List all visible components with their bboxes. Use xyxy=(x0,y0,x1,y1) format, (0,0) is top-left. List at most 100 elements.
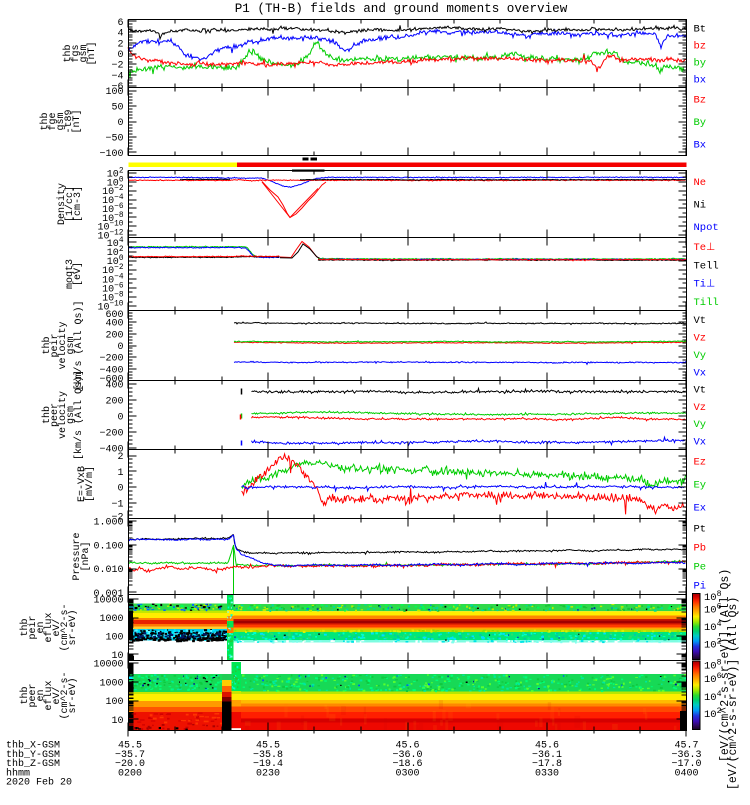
svg-text:−17.0: −17.0 xyxy=(671,759,701,770)
svg-text:peer: peer xyxy=(28,683,39,707)
svg-text:0200: 0200 xyxy=(118,768,142,779)
svg-text:eV/: eV/ xyxy=(51,686,63,704)
svg-text:0: 0 xyxy=(117,342,123,353)
svg-text:Vx: Vx xyxy=(694,436,707,448)
svg-text:200: 200 xyxy=(105,397,123,408)
svg-text:Te⊥: Te⊥ xyxy=(694,242,716,254)
svg-text:Pi: Pi xyxy=(694,581,707,593)
svg-text:[mV/m]: [mV/m] xyxy=(84,466,96,502)
svg-text:thb: thb xyxy=(19,618,31,636)
svg-text:600: 600 xyxy=(105,310,123,321)
svg-text:(cm^2-s-: (cm^2-s- xyxy=(59,671,71,719)
svg-text:bx: bx xyxy=(694,75,707,87)
svg-text:P1 (TH-B) fields and ground mo: P1 (TH-B) fields and ground moments over… xyxy=(235,2,568,16)
svg-text:−2: −2 xyxy=(111,61,123,72)
svg-text:thb_Y-GSM: thb_Y-GSM xyxy=(6,749,60,761)
svg-text:gsm: gsm xyxy=(56,112,67,130)
svg-text:moqt3: moqt3 xyxy=(65,259,76,289)
svg-text:[nT]: [nT] xyxy=(86,41,98,65)
svg-text:Ez: Ez xyxy=(694,457,707,469)
svg-text:100: 100 xyxy=(105,87,123,98)
svg-text:Bx: Bx xyxy=(694,140,707,152)
svg-text:thb: thb xyxy=(62,44,74,62)
svg-text:[km/s (All Qs)]: [km/s (All Qs)] xyxy=(73,300,85,390)
svg-text:−400: −400 xyxy=(99,444,123,455)
svg-text:10000: 10000 xyxy=(93,596,123,607)
svg-text:[eV/(cm^2-s-sr-eV)] (All Qs): [eV/(cm^2-s-sr-eV)] (All Qs) xyxy=(719,569,732,762)
svg-text:−6: −6 xyxy=(111,82,123,93)
svg-text:Bz: Bz xyxy=(694,94,707,106)
svg-text:0: 0 xyxy=(117,118,123,129)
svg-text:0330: 0330 xyxy=(535,768,559,779)
svg-text:thb: thb xyxy=(41,406,53,424)
svg-text:Density: Density xyxy=(56,183,68,225)
svg-text:0: 0 xyxy=(117,484,123,495)
svg-text:−17.8: −17.8 xyxy=(532,759,562,770)
svg-text:45.5: 45.5 xyxy=(256,741,280,752)
svg-text:−400: −400 xyxy=(99,365,123,376)
svg-text:[eV]: [eV] xyxy=(72,262,84,286)
svg-text:(cm^2-s-: (cm^2-s- xyxy=(59,603,71,651)
svg-text:−20.0: −20.0 xyxy=(115,759,145,770)
svg-text:en: en xyxy=(36,621,47,633)
svg-text:10: 10 xyxy=(111,716,123,727)
svg-text:45.6: 45.6 xyxy=(395,741,419,752)
svg-text:fge: fge xyxy=(47,112,59,130)
svg-text:−1: −1 xyxy=(111,499,123,510)
svg-text:eV/: eV/ xyxy=(51,618,63,636)
svg-text:Ey: Ey xyxy=(694,480,707,492)
svg-text:Ni: Ni xyxy=(694,200,707,212)
svg-text:6: 6 xyxy=(117,18,123,29)
svg-text:0: 0 xyxy=(117,413,123,424)
svg-text:0: 0 xyxy=(117,50,123,61)
svg-text:sr-eV): sr-eV) xyxy=(67,609,79,645)
svg-text:gsm: gsm xyxy=(66,406,77,424)
svg-text:eflux: eflux xyxy=(43,680,55,710)
svg-text:Vx: Vx xyxy=(694,367,707,379)
svg-text:0230: 0230 xyxy=(256,768,280,779)
svg-text:velocity: velocity xyxy=(57,391,69,439)
svg-text:thb: thb xyxy=(41,336,53,354)
svg-text:10000: 10000 xyxy=(93,660,123,671)
svg-text:[cm-3]: [cm-3] xyxy=(72,186,84,222)
svg-text:Ne: Ne xyxy=(694,177,707,189)
svg-text:100: 100 xyxy=(105,633,123,644)
svg-text:1000: 1000 xyxy=(99,614,123,625)
svg-text:Till: Till xyxy=(694,297,719,309)
svg-text:[nT]: [nT] xyxy=(71,109,83,133)
svg-text:Vz: Vz xyxy=(694,332,707,344)
svg-text:-t89: -t89 xyxy=(64,109,75,133)
svg-text:−4: −4 xyxy=(111,71,123,82)
svg-text:−36.0: −36.0 xyxy=(392,750,422,761)
svg-text:Vy: Vy xyxy=(694,419,707,431)
svg-text:−200: −200 xyxy=(99,354,123,365)
svg-text:[nPa]: [nPa] xyxy=(80,541,92,571)
svg-text:Pressure: Pressure xyxy=(72,532,83,580)
svg-text:100: 100 xyxy=(105,697,123,708)
svg-text:hhmm: hhmm xyxy=(6,767,30,779)
svg-text:thb: thb xyxy=(19,686,31,704)
svg-text:velocity: velocity xyxy=(57,321,69,369)
svg-text:45.5: 45.5 xyxy=(118,741,142,752)
svg-text:−50: −50 xyxy=(105,133,123,144)
svg-text:fgs: fgs xyxy=(70,44,82,62)
svg-text:4: 4 xyxy=(117,29,123,40)
svg-text:Vt: Vt xyxy=(694,385,707,397)
svg-text:Ti⊥: Ti⊥ xyxy=(694,279,716,291)
svg-text:[1/cc]: [1/cc] xyxy=(64,186,76,222)
svg-text:[km/s (All Qs)]: [km/s (All Qs)] xyxy=(73,370,85,460)
svg-text:Bt: Bt xyxy=(694,24,707,36)
svg-text:45.6: 45.6 xyxy=(535,741,559,752)
svg-text:bz: bz xyxy=(694,41,707,53)
svg-text:2: 2 xyxy=(117,452,123,463)
svg-text:By: By xyxy=(694,117,707,129)
svg-text:45.7: 45.7 xyxy=(674,741,698,752)
svg-text:peer: peer xyxy=(50,403,61,427)
svg-text:400: 400 xyxy=(105,381,123,392)
svg-text:0400: 0400 xyxy=(674,768,698,779)
svg-text:−36.1: −36.1 xyxy=(532,750,562,761)
svg-text:−100: −100 xyxy=(99,149,123,160)
svg-text:Vz: Vz xyxy=(694,402,707,414)
svg-text:2: 2 xyxy=(117,39,123,50)
svg-text:Vt: Vt xyxy=(694,315,707,327)
